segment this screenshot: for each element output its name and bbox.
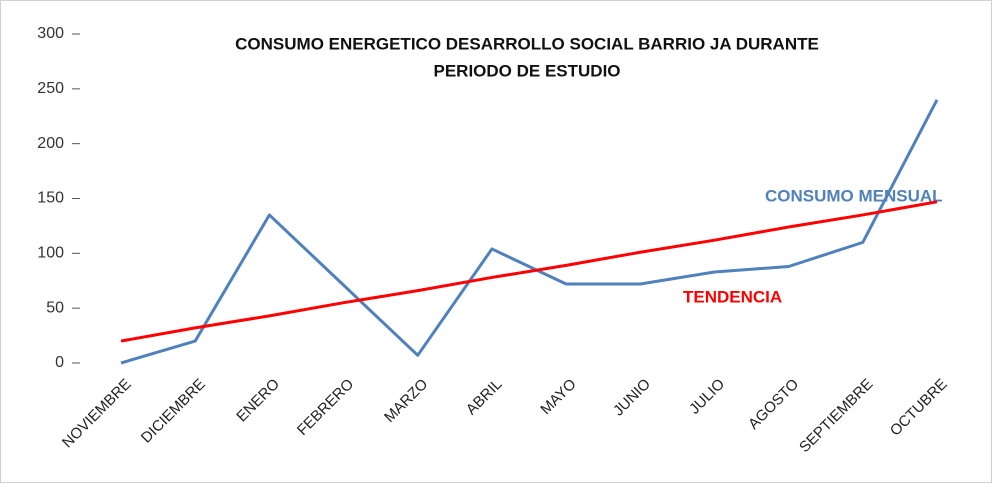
series-label: CONSUMO MENSUAL (765, 186, 943, 205)
chart-title: CONSUMO ENERGETICO DESARROLLO SOCIAL BAR… (235, 34, 819, 53)
series-label: TENDENCIA (683, 287, 782, 306)
y-tick-label: 150 (37, 190, 64, 207)
y-tick-label: 200 (37, 135, 64, 152)
series-line (120, 99, 939, 365)
y-tick-label: 50 (46, 299, 64, 316)
y-tick-label: 250 (37, 80, 64, 97)
chart-title: PERIODO DE ESTUDIO (433, 61, 620, 80)
y-tick-label: 0 (55, 354, 64, 371)
y-tick-label: 300 (37, 25, 64, 42)
series-line (120, 200, 938, 343)
y-tick-label: 100 (37, 245, 64, 262)
